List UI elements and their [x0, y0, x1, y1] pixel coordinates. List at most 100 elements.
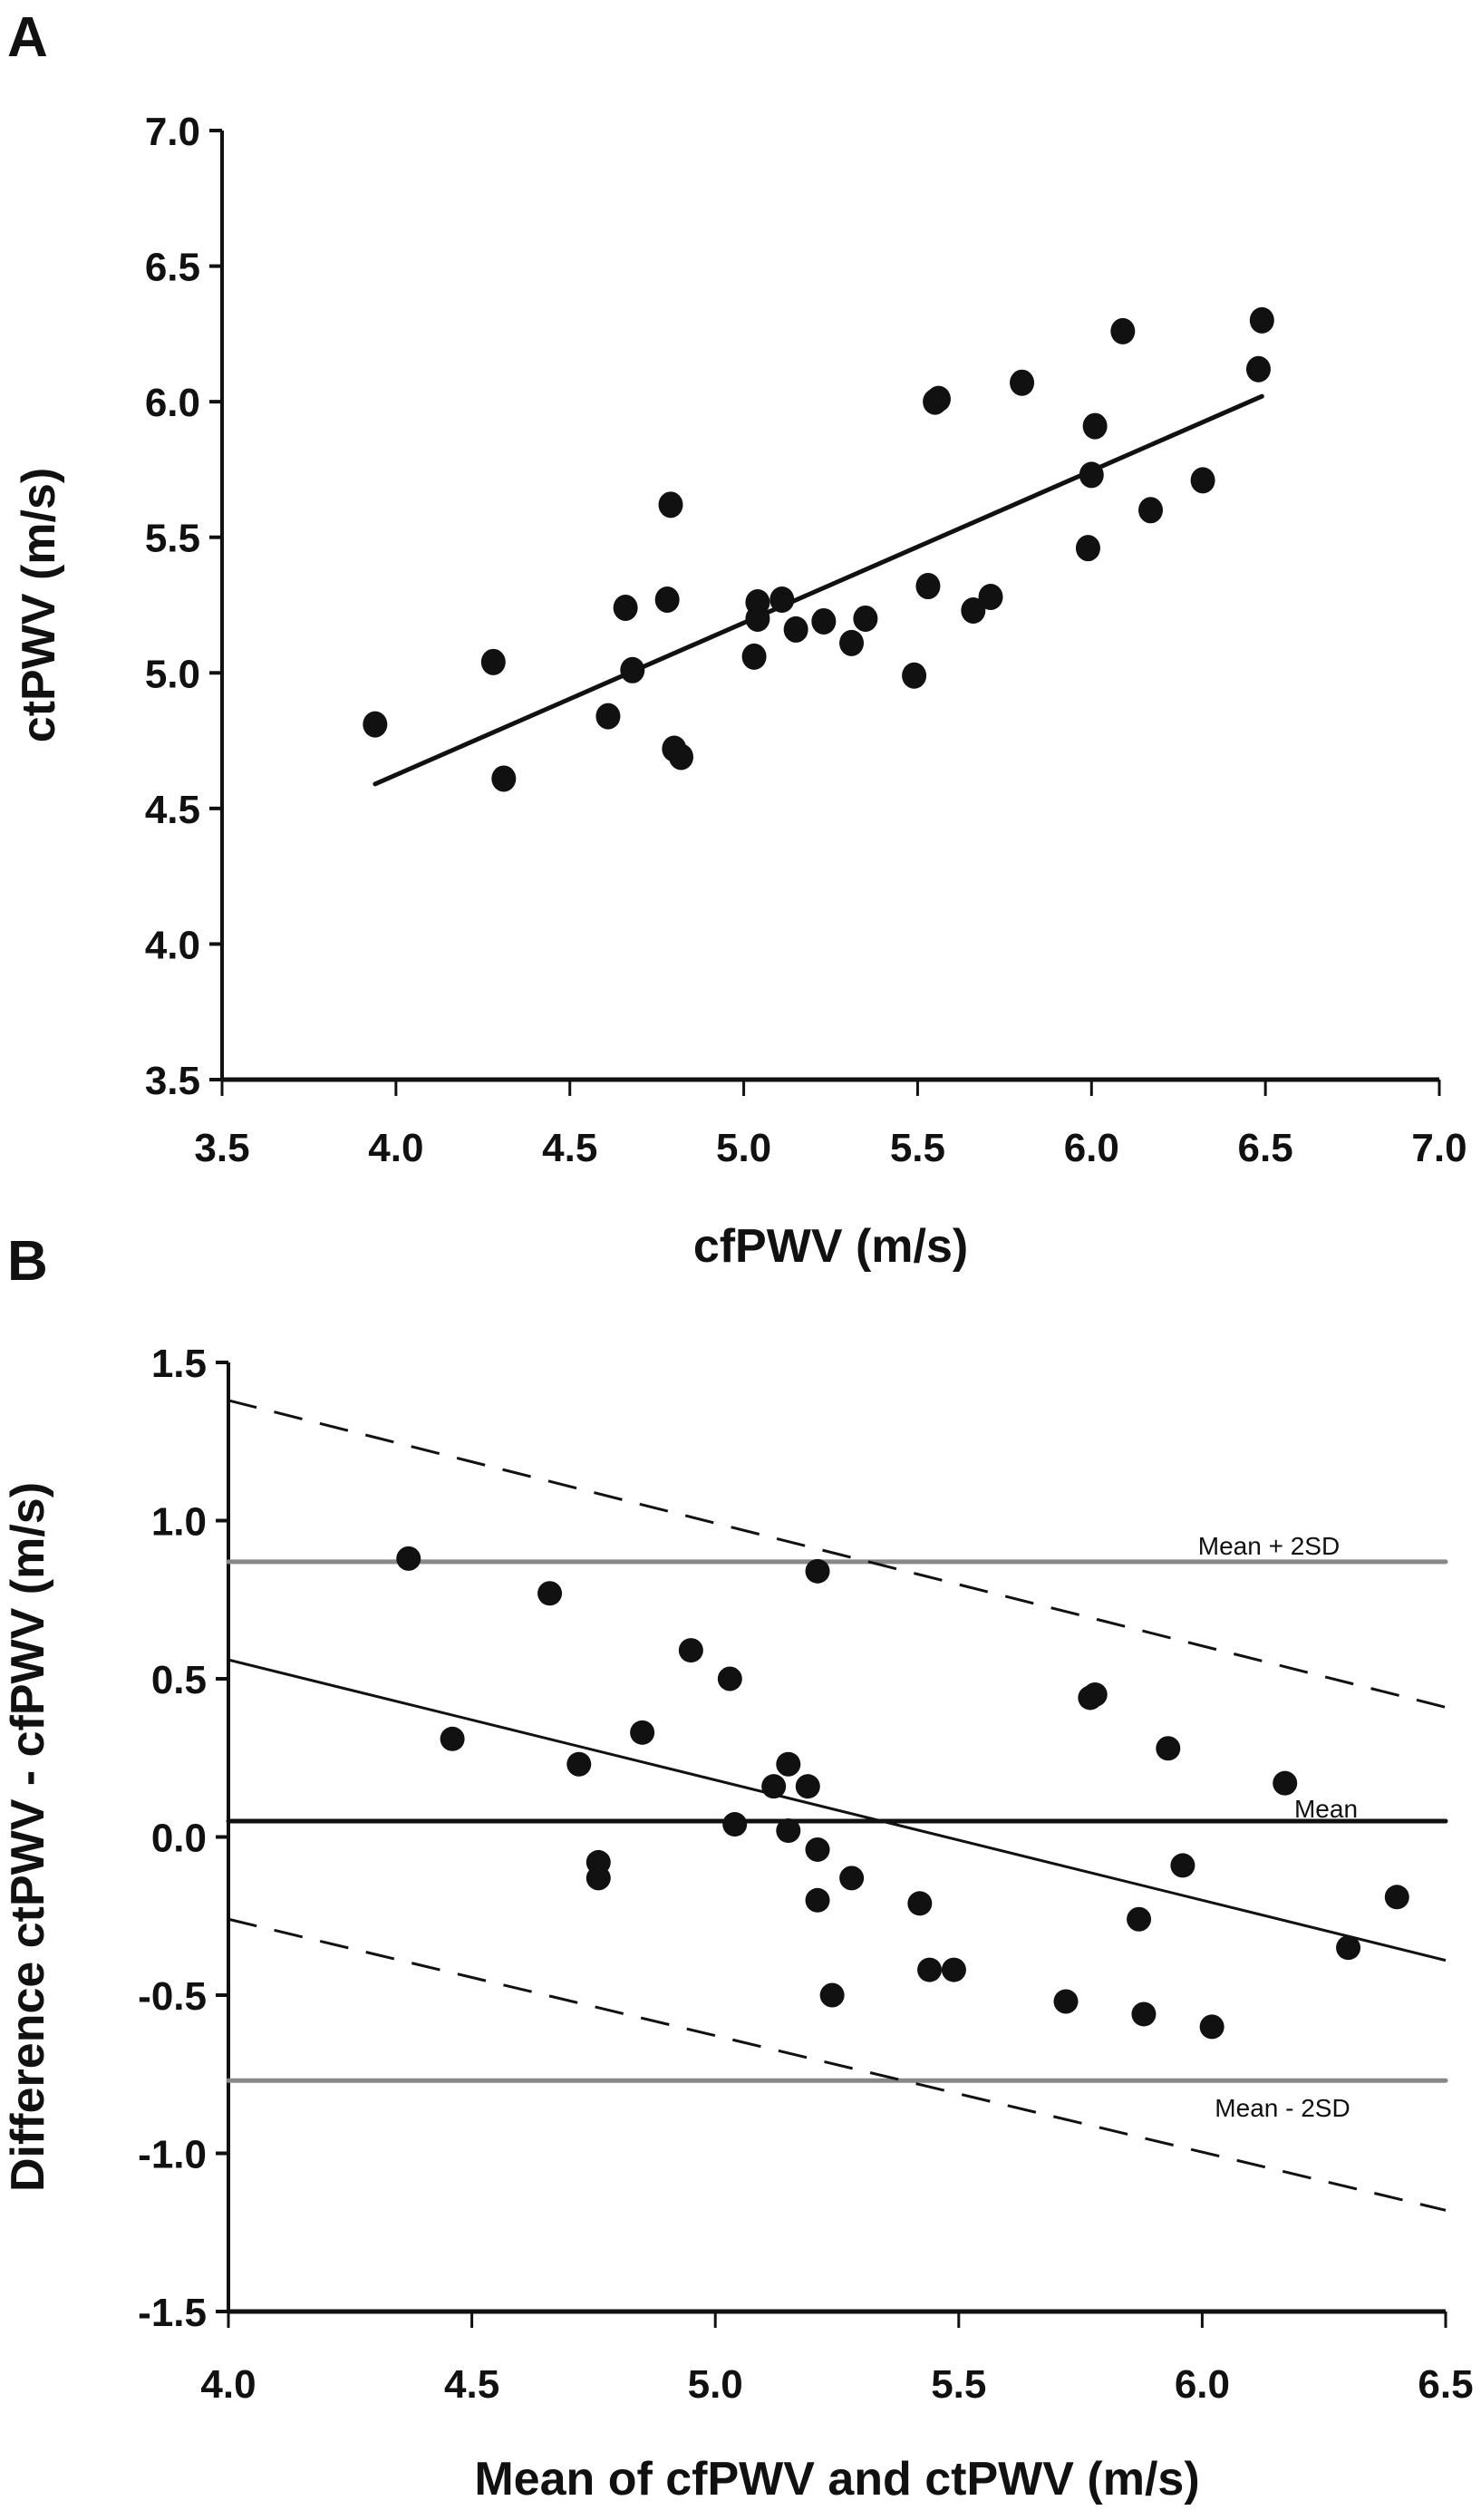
x-tick-label: 7.0: [1411, 1126, 1466, 1170]
data-point: [1010, 369, 1035, 396]
data-point: [1336, 1935, 1361, 1961]
y-tick-label: 0.0: [151, 1817, 207, 1861]
data-point: [1384, 1885, 1409, 1910]
data-point: [1079, 461, 1104, 489]
data-point: [669, 743, 694, 771]
data-point: [811, 607, 837, 635]
panel-b-bland-altman: -1.5 -1.0 -0.5 0.0 0.5 1.0 1.5 4.0 4.5 5.0 5.5 6.0 6…: [2, 1342, 1474, 2505]
data-point: [1138, 497, 1164, 524]
data-point: [776, 1818, 801, 1844]
x-tick-label: 6.0: [1175, 2362, 1230, 2407]
data-point: [722, 1812, 748, 1837]
annotation-mean-2sd: Mean + 2SD: [1198, 1532, 1340, 1560]
data-point: [491, 765, 517, 792]
data-point: [805, 1558, 830, 1584]
data-point: [363, 711, 388, 738]
x-tick-label: 4.5: [444, 2362, 499, 2407]
data-point: [978, 584, 1003, 611]
y-tick-label: 0.5: [151, 1658, 207, 1702]
data-point: [805, 1837, 830, 1862]
regression-line: [227, 1658, 1447, 1963]
data-point: [961, 596, 986, 624]
y-tick-label: 7.0: [145, 110, 200, 154]
data-point: [1170, 1853, 1195, 1878]
data-point: [1273, 1770, 1298, 1796]
data-point: [1082, 1682, 1108, 1707]
data-point: [658, 491, 683, 519]
annotation-mean: Mean: [1294, 1795, 1358, 1823]
y-axis-title: Difference ctPWV - cfPWV (m/s): [2, 1482, 54, 2192]
annotation-mean-2sd: Mean - 2SD: [1215, 2094, 1350, 2122]
y-tick-label: 6.0: [145, 381, 200, 425]
regression-line: [373, 393, 1264, 787]
data-point: [925, 385, 951, 412]
data-point: [1199, 2014, 1224, 2040]
y-tick-label: 5.0: [145, 652, 200, 696]
y-tick-label: 5.5: [145, 517, 200, 561]
y-tick-label: 3.5: [145, 1059, 200, 1103]
data-point: [1190, 467, 1215, 494]
y-tick-label: 4.0: [145, 923, 200, 967]
data-point: [1110, 317, 1136, 344]
x-tick-label: 5.0: [716, 1126, 771, 1170]
x-axis-title: Mean of cfPWV and ctPWV (m/s): [474, 2453, 1199, 2505]
data-point: [537, 1581, 563, 1606]
data-point: [620, 656, 645, 683]
x-tick-label: 5.0: [688, 2362, 743, 2407]
x-tick-label: 4.0: [368, 1126, 423, 1170]
data-point: [783, 615, 808, 643]
y-tick-label: 4.5: [145, 788, 200, 832]
lower-limit-dashed-line: [227, 1917, 1447, 2212]
data-point: [941, 1957, 966, 1982]
panel-label-a: A: [7, 6, 48, 69]
data-point: [915, 573, 941, 600]
data-point: [745, 605, 770, 632]
y-tick-label: -1.0: [138, 2133, 207, 2177]
panel-label-b: B: [7, 1230, 48, 1293]
x-tick-label: 4.5: [542, 1126, 597, 1170]
x-tick-label: 4.0: [200, 2362, 256, 2407]
data-point: [741, 643, 767, 670]
data-point: [613, 594, 638, 621]
y-axis-title: ctPWV (m/s): [13, 468, 65, 742]
y-tick-label: 6.5: [145, 246, 200, 290]
data-point: [819, 1982, 845, 2008]
data-point: [678, 1638, 703, 1663]
data-point: [839, 629, 865, 656]
y-tick-label: 1.5: [151, 1342, 207, 1386]
data-point: [770, 586, 795, 614]
data-point: [795, 1774, 820, 1799]
data-point: [805, 1887, 830, 1913]
x-tick-label: 5.5: [931, 2362, 986, 2407]
data-point: [1245, 355, 1271, 383]
data-point: [480, 648, 506, 675]
data-point: [1156, 1736, 1181, 1761]
data-point: [1075, 535, 1100, 562]
panel-a-scatter: 3.5 4.0 4.5 5.0 5.5 6.0 6.5 7.0 3.5 4.0 4.5 5.0 5.5 6…: [13, 110, 1467, 1273]
data-point: [440, 1726, 465, 1751]
x-tick-label: 5.5: [890, 1126, 945, 1170]
data-point: [776, 1751, 801, 1777]
data-point: [630, 1720, 655, 1745]
data-point: [907, 1891, 933, 1916]
data-point: [396, 1546, 421, 1571]
data-point: [1249, 306, 1274, 334]
data-point: [761, 1774, 787, 1799]
data-point: [595, 703, 621, 730]
data-point: [839, 1866, 865, 1891]
data-point: [917, 1957, 943, 1982]
data-point: [1082, 412, 1108, 440]
data-point: [1053, 1989, 1079, 2014]
y-tick-label: -0.5: [138, 1974, 207, 2019]
x-tick-label: 6.5: [1418, 2362, 1473, 2407]
data-point: [1131, 2001, 1157, 2027]
y-tick-label: -1.5: [138, 2291, 207, 2335]
y-tick-label: 1.0: [151, 1500, 207, 1545]
x-tick-label: 6.0: [1064, 1126, 1119, 1170]
data-point: [654, 586, 680, 614]
x-axis-title: cfPWV (m/s): [693, 1220, 968, 1273]
x-tick-label: 6.5: [1238, 1126, 1293, 1170]
x-tick-label: 3.5: [194, 1126, 249, 1170]
data-point: [1127, 1906, 1152, 1932]
